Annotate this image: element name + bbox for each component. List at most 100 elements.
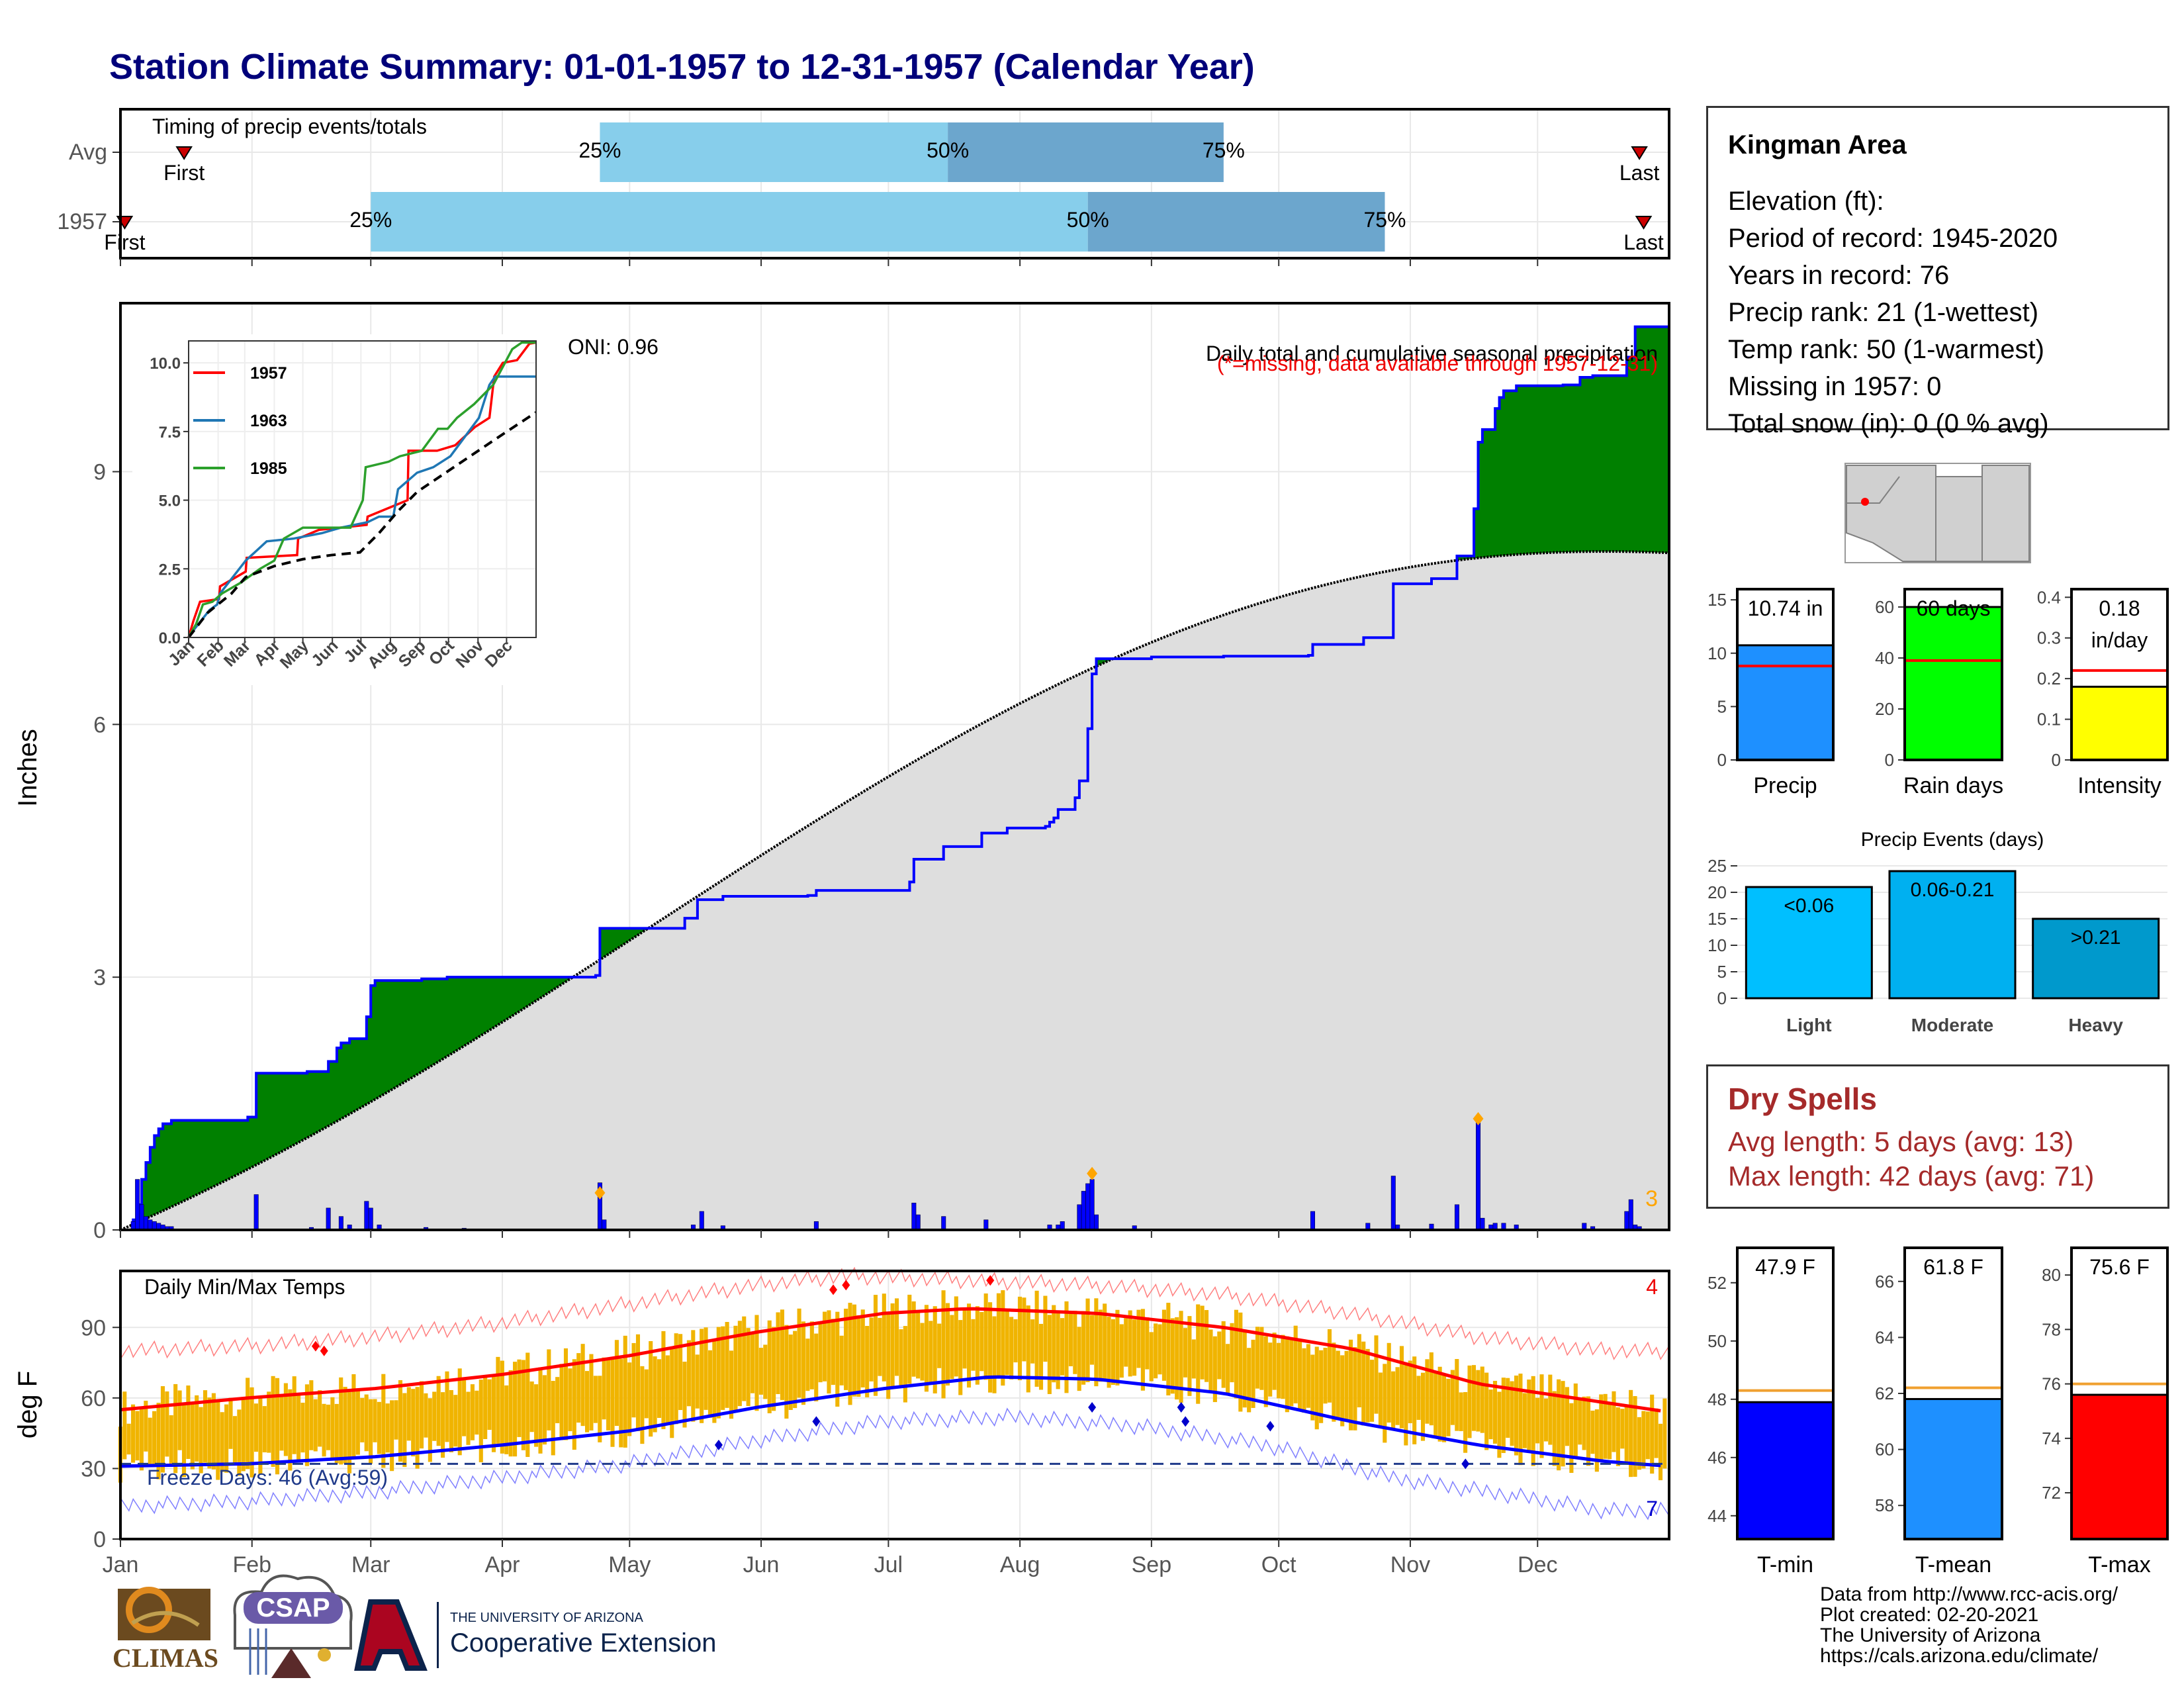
temps-daily-bar bbox=[1068, 1311, 1073, 1366]
summary-value-label: 61.8 F bbox=[1923, 1255, 1983, 1279]
temps-record-low-marker bbox=[1177, 1402, 1185, 1413]
summary-y-tick-label: 0 bbox=[1885, 750, 1894, 770]
temps-daily-bar bbox=[1293, 1325, 1298, 1404]
precip-daily-bar bbox=[139, 1204, 144, 1231]
station-snow: Total snow (in): 0 (0 % avg) bbox=[1728, 409, 2049, 438]
temps-daily-bar bbox=[695, 1354, 700, 1409]
temps-daily-bar bbox=[1009, 1317, 1014, 1380]
temps-daily-bar bbox=[1599, 1394, 1604, 1462]
temps-daily-bar bbox=[122, 1391, 127, 1460]
temps-daily-bar bbox=[593, 1376, 598, 1423]
temps-daily-bar bbox=[966, 1303, 972, 1388]
temps-daily-bar bbox=[670, 1348, 674, 1438]
temps-daily-bar bbox=[1212, 1336, 1217, 1403]
temps-daily-bar bbox=[818, 1322, 823, 1383]
temps-daily-bar bbox=[721, 1326, 725, 1410]
temps-daily-bar bbox=[1637, 1417, 1642, 1470]
temps-daily-bar bbox=[933, 1306, 937, 1394]
temps-daily-bar bbox=[1391, 1371, 1396, 1430]
temps-daily-bar bbox=[929, 1321, 933, 1383]
precip-daily-bar bbox=[135, 1179, 140, 1231]
temps-daily-bar bbox=[1022, 1297, 1026, 1362]
temps-daily-bar bbox=[1115, 1309, 1120, 1385]
station-precip-rank: Precip rank: 21 (1-wettest) bbox=[1728, 298, 2039, 327]
temps-daily-bar bbox=[1463, 1391, 1468, 1453]
summary-y-tick-label: 40 bbox=[1875, 648, 1894, 668]
dry-spells-avg: Avg length: 5 days (avg: 13) bbox=[1728, 1126, 2074, 1157]
temps-daily-bar bbox=[975, 1306, 979, 1385]
temps-daily-bar bbox=[411, 1389, 416, 1457]
temps-daily-bar bbox=[1450, 1370, 1455, 1425]
temps-daily-bar bbox=[1187, 1316, 1192, 1396]
precip-daily-bar bbox=[1081, 1191, 1086, 1231]
timing-last-label: Last bbox=[1619, 161, 1660, 185]
temps-daily-bar bbox=[767, 1320, 772, 1413]
temps-daily-bar bbox=[1289, 1338, 1294, 1407]
temps-daily-bar bbox=[1433, 1372, 1438, 1438]
temps-daily-bar bbox=[1484, 1372, 1489, 1450]
station-period: Period of record: 1945-2020 bbox=[1728, 224, 2058, 253]
timing-quartile-label: 75% bbox=[1363, 208, 1406, 232]
temps-daily-bar bbox=[1038, 1323, 1044, 1390]
credit-source: Data from http://www.rcc-acis.org/ bbox=[1820, 1583, 2118, 1605]
temps-x-tick-label: May bbox=[608, 1552, 651, 1577]
temps-daily-bar bbox=[1238, 1312, 1243, 1412]
temps-daily-bar bbox=[283, 1383, 288, 1456]
temps-daily-bar bbox=[835, 1311, 840, 1407]
temps-daily-bar bbox=[300, 1403, 305, 1453]
temps-daily-bar bbox=[844, 1309, 848, 1390]
temps-daily-bar bbox=[1272, 1333, 1277, 1390]
summary-panel-frame bbox=[1736, 1246, 1835, 1540]
temps-daily-bar bbox=[920, 1323, 925, 1381]
temps-frame bbox=[119, 1270, 1670, 1540]
temps-daily-bar bbox=[402, 1393, 407, 1468]
temps-daily-bar bbox=[385, 1403, 390, 1453]
inset-legend-label: 1957 bbox=[250, 364, 287, 383]
temps-daily-bar bbox=[1251, 1339, 1255, 1408]
temps-daily-bar bbox=[784, 1325, 789, 1419]
temps-daily-bar bbox=[491, 1376, 496, 1452]
temps-daily-bar bbox=[1119, 1324, 1124, 1378]
temps-daily-bar bbox=[292, 1376, 296, 1454]
summary-y-tick-label: 0.3 bbox=[2037, 628, 2061, 648]
summary-category-label: T-min bbox=[1757, 1552, 1813, 1577]
temps-daily-bar bbox=[1615, 1407, 1620, 1466]
timing-bar-q50-q75 bbox=[1087, 192, 1385, 252]
temps-daily-bar bbox=[1183, 1328, 1188, 1378]
temps-daily-bar bbox=[1081, 1311, 1086, 1385]
temps-daily-bar bbox=[267, 1391, 271, 1453]
temps-daily-bar bbox=[657, 1359, 662, 1418]
temps-daily-bar bbox=[823, 1311, 827, 1382]
temps-daily-bar bbox=[428, 1398, 432, 1462]
precip-oni: ONI: 0.96 bbox=[568, 335, 659, 359]
inset-y-tick-label: 5.0 bbox=[159, 492, 181, 510]
temp-summary-panels: 44 46 48 50 52 47.9 F T-min 58 60 62 64 66 61.8 F T-m… bbox=[1707, 1246, 2169, 1577]
timing-last-marker bbox=[1631, 146, 1648, 160]
precip-subtitle: (*=missing, data available through 1957-… bbox=[1217, 352, 1658, 375]
temps-daily-bar bbox=[1357, 1334, 1361, 1408]
summary-y-tick-label: 76 bbox=[2042, 1374, 2061, 1394]
temps-daily-bar bbox=[1497, 1391, 1502, 1458]
temps-daily-bar bbox=[988, 1302, 993, 1393]
temps-daily-bar bbox=[364, 1394, 369, 1452]
temps-daily-bar bbox=[190, 1403, 195, 1470]
temps-y-axis-label: deg F bbox=[13, 1371, 42, 1438]
temps-daily-bar bbox=[309, 1380, 314, 1450]
csap-logo: CSAP bbox=[233, 1574, 353, 1678]
temps-daily-bar bbox=[186, 1385, 191, 1459]
temps-daily-bar bbox=[262, 1406, 267, 1452]
precip-y-tick-label: 9 bbox=[93, 460, 106, 485]
temps-daily-bar bbox=[1492, 1380, 1498, 1444]
temps-daily-bar bbox=[716, 1327, 721, 1419]
temps-daily-bar bbox=[1145, 1317, 1150, 1370]
temps-x-tick-label: Apr bbox=[485, 1552, 520, 1577]
temps-daily-bar bbox=[1154, 1323, 1158, 1379]
temps-daily-bar bbox=[1404, 1363, 1408, 1446]
temps-daily-bar bbox=[1480, 1366, 1484, 1433]
temps-daily-bar bbox=[1565, 1387, 1570, 1446]
events-category-label: Heavy bbox=[2068, 1015, 2123, 1035]
summary-bar-precip bbox=[1736, 644, 1835, 761]
temps-daily-bar bbox=[1276, 1342, 1281, 1399]
temps-daily-bar bbox=[801, 1321, 806, 1405]
temps-daily-bar bbox=[369, 1399, 373, 1464]
